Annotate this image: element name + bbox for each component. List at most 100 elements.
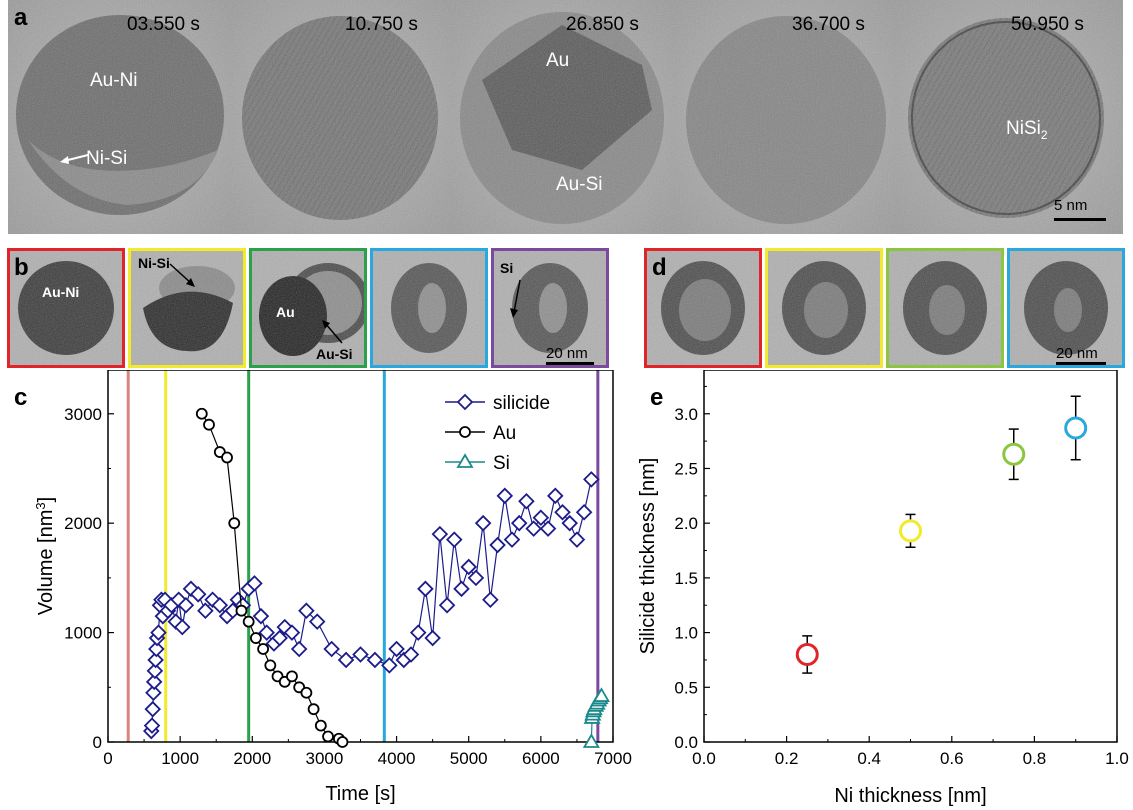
panel-b-letter: b — [14, 254, 29, 281]
b-label-ni-si: Ni-Si — [138, 255, 170, 271]
time-label-3: 26.850 s — [566, 14, 639, 35]
panel-d-letter: d — [652, 254, 667, 281]
c-xtick-label: 7000 — [594, 749, 632, 768]
c-legend-label: Au — [493, 423, 516, 444]
c-point-Au — [242, 615, 255, 628]
c-point-silicide — [271, 629, 288, 647]
c-point-silicide — [575, 503, 593, 521]
panel-e-letter: e — [650, 384, 664, 411]
c-point-silicide — [145, 684, 162, 702]
c-point-Au — [336, 736, 349, 748]
time-label-4: 36.700 s — [792, 14, 865, 35]
b-frame-4 — [370, 248, 488, 368]
c-point-silicide — [388, 640, 405, 658]
e-ytick-label: 1.0 — [674, 624, 698, 643]
c-point-silicide — [366, 651, 384, 669]
c-point-silicide — [148, 640, 165, 658]
c-legend-marker — [459, 426, 471, 438]
c-point-silicide — [258, 624, 275, 641]
d-frame-1 — [644, 248, 762, 368]
d-frame-2 — [765, 248, 883, 368]
c-point-Si — [582, 733, 600, 748]
b-label-si: Si — [500, 260, 514, 276]
label-au: Au — [546, 50, 570, 71]
c-point-silicide — [402, 646, 420, 663]
c-point-silicide — [503, 531, 521, 548]
c-ytick-label: 2000 — [64, 514, 102, 533]
e-xtick-label: 0.4 — [857, 749, 881, 768]
scale-bar-label-a: 5 nm — [1054, 197, 1088, 214]
c-point-silicide — [337, 651, 355, 669]
e-xtick-label: 0.2 — [775, 749, 799, 768]
d-frame-3 — [886, 248, 1004, 368]
e-ytick-label: 3.0 — [674, 405, 698, 424]
c-point-silicide — [547, 487, 564, 505]
c-point-silicide — [298, 602, 315, 619]
c-xtick-label: 6000 — [522, 749, 560, 768]
c-point-silicide — [323, 640, 340, 658]
b-frame-2 — [128, 248, 246, 368]
silicide-thickness-chart: 0.0 0.2 0.4 0.6 0.8 1.0 0.0 0.5 1.0 1.5 2.0 2.5 3.0 N… — [637, 370, 1129, 807]
c-point-silicide — [283, 624, 301, 641]
c-legend-label: Si — [493, 453, 510, 474]
c-point-silicide — [144, 700, 162, 718]
scale-bar-a — [1054, 218, 1106, 221]
c-point-silicide — [252, 607, 270, 625]
c-point-Au — [264, 659, 277, 672]
c-point-Au — [235, 604, 248, 617]
c-point-silicide — [518, 493, 535, 510]
c-point-silicide — [189, 586, 207, 603]
c-point-Si — [592, 687, 611, 702]
c-point-silicide — [431, 525, 449, 543]
e-ytick-label: 0.5 — [674, 678, 698, 697]
panel-a-letter: a — [14, 4, 28, 31]
c-point-silicide — [150, 624, 167, 641]
label-ni-si: Ni-Si — [86, 148, 128, 169]
e-point-1 — [795, 635, 819, 674]
e-point-3 — [1002, 428, 1026, 481]
d-frame-4 — [1007, 248, 1125, 368]
c-series-line-Au — [201, 413, 343, 743]
c-point-silicide — [510, 514, 528, 532]
scale-bar-label-d: 20 nm — [1056, 345, 1098, 362]
e-point-2 — [899, 513, 922, 548]
c-point-silicide — [561, 514, 578, 532]
b-frame-1 — [7, 248, 125, 368]
c-point-silicide — [211, 596, 229, 614]
c-xtick-label: 4000 — [378, 749, 416, 768]
c-legend-label: silicide — [493, 393, 550, 414]
c-point-silicide — [143, 717, 161, 734]
label-au-si: Au-Si — [556, 174, 603, 195]
c-point-Au — [249, 632, 262, 644]
scale-bar-label-b: 20 nm — [546, 345, 588, 362]
c-point-silicide — [453, 580, 470, 598]
e-marker — [1002, 442, 1026, 466]
c-point-silicide — [539, 520, 557, 537]
time-label-1: 03.550 s — [127, 14, 200, 35]
c-point-Au — [307, 703, 320, 716]
c-point-silicide — [583, 471, 600, 488]
c-point-silicide — [532, 509, 550, 526]
c-legend: silicide Au Si — [445, 393, 550, 474]
e-marker — [899, 519, 922, 543]
e-ylabel: Silicide thickness [nm] — [637, 458, 659, 655]
time-label-2: 10.750 s — [345, 14, 418, 35]
e-point-4 — [1064, 395, 1088, 461]
b-label-au-ni: Au-Ni — [42, 284, 80, 300]
c-ytick-label: 3000 — [64, 405, 102, 424]
c-point-silicide — [308, 613, 326, 630]
c-point-Au — [203, 418, 215, 431]
arrow-b-ni-si — [169, 263, 195, 287]
c-point-silicide — [460, 558, 477, 576]
c-point-silicide — [467, 569, 485, 587]
c-point-silicide — [381, 657, 398, 674]
c-point-Au — [257, 643, 270, 655]
c-series-Au — [195, 407, 349, 748]
b-label-au: Au — [276, 304, 295, 320]
c-point-Au — [322, 730, 334, 743]
label-au-ni: Au-Ni — [90, 70, 138, 91]
c-point-Au — [314, 719, 327, 732]
arrow-b-si — [510, 279, 521, 318]
c-point-silicide — [146, 662, 164, 680]
b-frame-3 — [249, 248, 367, 368]
